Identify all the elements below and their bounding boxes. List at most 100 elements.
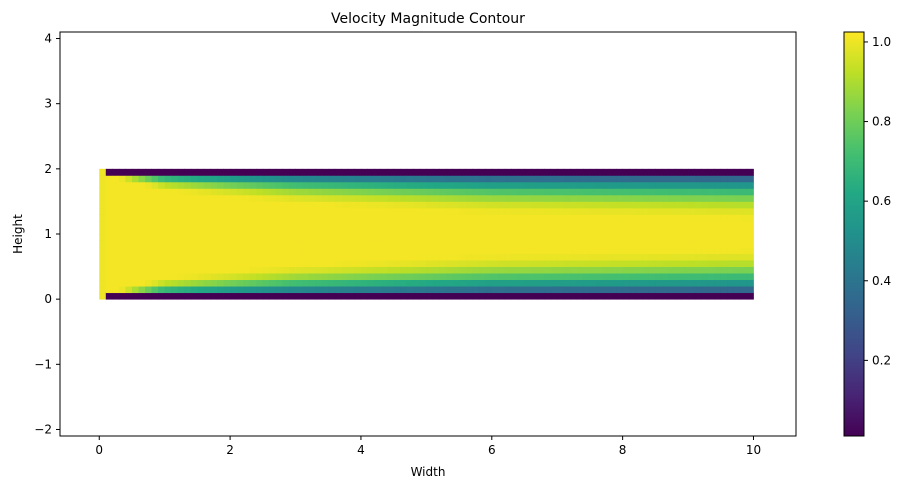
heatmap-cell <box>118 253 126 261</box>
heatmap-cell <box>616 214 624 222</box>
heatmap-cell <box>622 253 630 261</box>
heatmap-cell <box>125 247 133 254</box>
heatmap-cell <box>445 253 453 261</box>
heatmap-cell <box>688 286 695 294</box>
heatmap-cell <box>203 175 211 183</box>
heatmap-cell <box>445 220 453 228</box>
heatmap-cell <box>203 201 211 209</box>
heatmap-cell <box>184 181 192 189</box>
heatmap-cell <box>576 253 584 261</box>
heatmap-cell <box>661 247 669 254</box>
heatmap-cell <box>746 227 754 235</box>
heatmap-cell <box>648 227 656 235</box>
heatmap-cell <box>387 279 395 287</box>
heatmap-cell <box>308 273 316 281</box>
heatmap-cell <box>733 175 741 183</box>
heatmap-cell <box>544 260 552 267</box>
heatmap-cell <box>694 181 702 189</box>
heatmap-cell <box>295 181 303 189</box>
heatmap-cell <box>158 181 166 189</box>
heatmap-cell <box>661 234 669 241</box>
heatmap-cell <box>616 207 624 215</box>
heatmap-cell <box>674 292 682 300</box>
heatmap-cell <box>243 253 251 261</box>
heatmap-cell <box>341 266 349 274</box>
heatmap-cell <box>406 247 414 254</box>
heatmap-cell <box>511 234 519 241</box>
heatmap-cell <box>105 214 113 222</box>
heatmap-cell <box>131 201 139 209</box>
heatmap-cell <box>707 260 715 267</box>
heatmap-cell <box>197 260 205 267</box>
heatmap-cell <box>661 253 669 261</box>
heatmap-cell <box>334 207 342 215</box>
heatmap-cell <box>210 194 218 202</box>
heatmap-cell <box>498 273 506 281</box>
heatmap-cell <box>315 240 323 248</box>
heatmap-cell <box>596 286 604 294</box>
heatmap-cell <box>740 292 748 300</box>
heatmap-cell <box>517 227 525 235</box>
heatmap-cell <box>138 194 146 202</box>
heatmap-cell <box>269 266 277 274</box>
heatmap-cell <box>642 240 650 248</box>
heatmap-cell <box>426 247 434 254</box>
heatmap-cell <box>419 286 427 294</box>
heatmap-cell <box>138 240 146 248</box>
heatmap-cell <box>223 247 231 254</box>
heatmap-cell <box>596 273 604 281</box>
heatmap-cell <box>426 214 434 222</box>
heatmap-cell <box>563 168 571 176</box>
heatmap-cell <box>282 234 290 241</box>
heatmap-cell <box>733 240 741 248</box>
heatmap-cell <box>256 227 264 235</box>
heatmap-cell <box>341 220 349 228</box>
heatmap-cell <box>720 266 728 274</box>
heatmap-cell <box>315 227 323 235</box>
heatmap-cell <box>138 207 146 215</box>
heatmap-cell <box>360 175 368 183</box>
heatmap-cell <box>164 279 172 287</box>
heatmap-cell <box>681 273 689 281</box>
heatmap-cell <box>583 168 591 176</box>
heatmap-cell <box>393 247 401 254</box>
heatmap-cell <box>151 260 159 267</box>
heatmap-cell <box>655 207 663 215</box>
heatmap-cell <box>393 286 401 294</box>
heatmap-cell <box>334 260 342 267</box>
heatmap-cell <box>478 201 486 209</box>
heatmap-cell <box>308 168 316 176</box>
heatmap-cell <box>583 234 591 241</box>
heatmap-cell <box>668 220 676 228</box>
heatmap-cell <box>184 188 192 196</box>
heatmap-cell <box>557 279 565 287</box>
heatmap-cell <box>701 234 709 241</box>
heatmap-cell <box>145 181 152 189</box>
heatmap-cell <box>504 273 512 281</box>
heatmap-cell <box>445 273 453 281</box>
heatmap-cell <box>570 273 578 281</box>
heatmap-cell <box>498 201 506 209</box>
heatmap-cell <box>354 194 362 202</box>
heatmap-cell <box>380 253 388 261</box>
heatmap-cell <box>347 240 355 248</box>
heatmap-cell <box>537 214 545 222</box>
heatmap-cell <box>131 240 139 248</box>
heatmap-cell <box>347 168 355 176</box>
heatmap-cell <box>360 220 368 228</box>
heatmap-cell <box>589 273 597 281</box>
heatmap-cell <box>145 273 152 281</box>
heatmap-cell <box>321 175 329 183</box>
heatmap-cell <box>465 240 473 248</box>
heatmap-cell <box>472 188 480 196</box>
heatmap-cell <box>151 227 159 235</box>
heatmap-cell <box>406 292 414 300</box>
heatmap-cell <box>681 227 689 235</box>
heatmap-cell <box>419 214 427 222</box>
heatmap-cell <box>249 220 257 228</box>
heatmap-cell <box>635 201 643 209</box>
heatmap-cell <box>223 168 231 176</box>
heatmap-cell <box>432 273 440 281</box>
heatmap-cell <box>197 286 205 294</box>
heatmap-cell <box>537 286 545 294</box>
